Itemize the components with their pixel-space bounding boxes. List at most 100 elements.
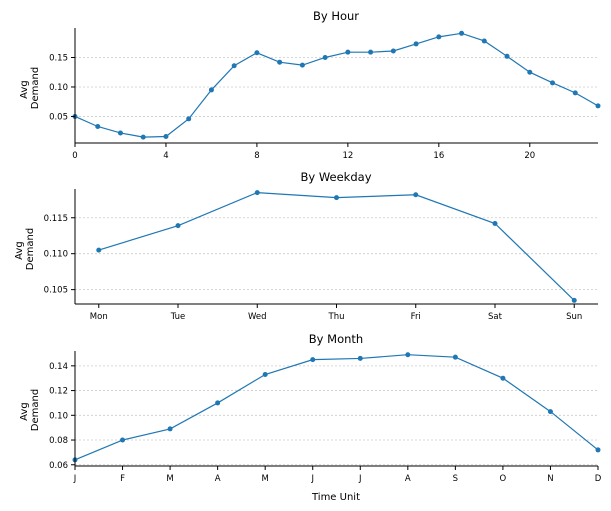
x-tick-label: A [215, 474, 221, 484]
x-tick-label: Sun [566, 312, 582, 322]
series-line-layer [74, 32, 599, 138]
y-ticks: 0.05 0.10 0.15 [49, 53, 75, 122]
y-tick-label: 0.10 [49, 411, 68, 421]
data-point [117, 130, 123, 136]
x-tick-label: 20 [524, 151, 535, 161]
x-tick-label: Sat [488, 312, 503, 322]
x-tick-label: 12 [342, 151, 353, 161]
chart-title: By Hour [313, 9, 359, 23]
y-tick-label: 0.15 [49, 53, 68, 63]
data-point [277, 59, 283, 65]
data-point [368, 49, 374, 55]
series-line-layer [74, 354, 599, 461]
data-point [436, 34, 442, 40]
x-tick-label: 4 [163, 151, 168, 161]
x-tick-label: O [500, 474, 507, 484]
data-point [504, 53, 510, 59]
data-point [357, 355, 363, 361]
x-tick-label: 16 [433, 151, 444, 161]
x-tick-label: M [262, 474, 269, 484]
chart-title: By Weekday [300, 170, 371, 184]
y-axis-label-line-1: Avg [19, 402, 30, 421]
data-point [572, 90, 578, 96]
data-points [96, 190, 577, 303]
y-ticks: 0.105 0.110 0.115 [44, 214, 75, 296]
x-tick-label: A [405, 474, 411, 484]
data-point [405, 352, 411, 358]
x-tick-label: N [547, 474, 553, 484]
y-tick-label: 0.05 [49, 112, 68, 122]
data-point [254, 50, 260, 56]
x-tick-label: 8 [254, 151, 259, 161]
data-point [175, 223, 181, 229]
data-point [452, 354, 458, 360]
x-ticks: Mon Tue Wed Thu Fri Sat Sun [90, 304, 582, 322]
y-axis-label-line-1: Avg [14, 241, 25, 260]
y-tick-label: 0.08 [49, 436, 68, 446]
x-axis-label: Time Unit [311, 492, 360, 503]
chart-title: By Month [309, 332, 363, 346]
y-axis-label-line-1: Avg [19, 80, 30, 99]
data-point [550, 80, 556, 86]
y-tick-label: 0.105 [44, 286, 68, 296]
x-tick-label: Thu [328, 312, 345, 322]
y-axis-label: Avg Demand [19, 67, 41, 109]
data-point [96, 247, 102, 253]
series-line [74, 32, 599, 138]
y-axis-label: Avg Demand [19, 389, 41, 431]
data-point [390, 48, 396, 54]
data-point [595, 447, 601, 453]
x-tick-label: 0 [72, 151, 77, 161]
panel-by-weekday: By Weekday Avg Demand 0.105 0.110 0.115 Mo… [14, 170, 598, 322]
y-tick-label: 0.110 [44, 250, 68, 260]
x-ticks: 0 4 8 12 16 20 [72, 143, 535, 161]
data-point [167, 426, 173, 432]
x-tick-label: J [73, 474, 77, 484]
series-line [98, 191, 575, 301]
data-point [163, 134, 169, 140]
data-point [120, 437, 126, 443]
data-point [310, 357, 316, 363]
data-point [413, 192, 419, 198]
x-tick-label: F [120, 474, 125, 484]
y-ticks: 0.06 0.08 0.10 0.12 0.14 [49, 362, 75, 471]
data-point [95, 123, 101, 129]
data-point [262, 371, 268, 377]
data-point [322, 54, 328, 60]
y-tick-label: 0.06 [49, 461, 68, 471]
data-point [571, 297, 577, 303]
grid-lines [75, 217, 598, 291]
data-point [231, 63, 237, 69]
grid-lines [75, 57, 598, 117]
panel-by-month: By Month Avg Demand 0.06 0.08 0.10 0.12 0.14… [19, 332, 602, 503]
series-line [74, 354, 599, 461]
x-tick-label: J [310, 474, 314, 484]
x-tick-label: Tue [170, 312, 186, 322]
data-point [492, 221, 498, 226]
y-axis-label-line-2: Demand [30, 389, 41, 431]
data-point [481, 38, 487, 44]
data-point [413, 41, 419, 47]
x-tick-label: Wed [248, 312, 267, 322]
x-tick-label: M [166, 474, 173, 484]
x-tick-label: Fri [411, 312, 421, 322]
data-point [208, 87, 214, 93]
data-point [500, 375, 506, 381]
data-points [72, 30, 601, 140]
y-axis-label: Avg Demand [14, 228, 36, 270]
data-point [254, 190, 260, 196]
data-point [527, 69, 533, 75]
data-point [140, 134, 146, 140]
data-point [595, 103, 601, 109]
grid-lines [75, 365, 598, 466]
data-point [299, 62, 305, 68]
y-tick-label: 0.12 [49, 387, 68, 397]
x-tick-label: D [595, 474, 602, 484]
y-axis-label-line-2: Demand [30, 67, 41, 109]
data-points [72, 352, 601, 463]
y-tick-label: 0.10 [49, 83, 68, 93]
y-tick-label: 0.14 [49, 362, 68, 372]
y-tick-label: 0.115 [44, 214, 68, 224]
